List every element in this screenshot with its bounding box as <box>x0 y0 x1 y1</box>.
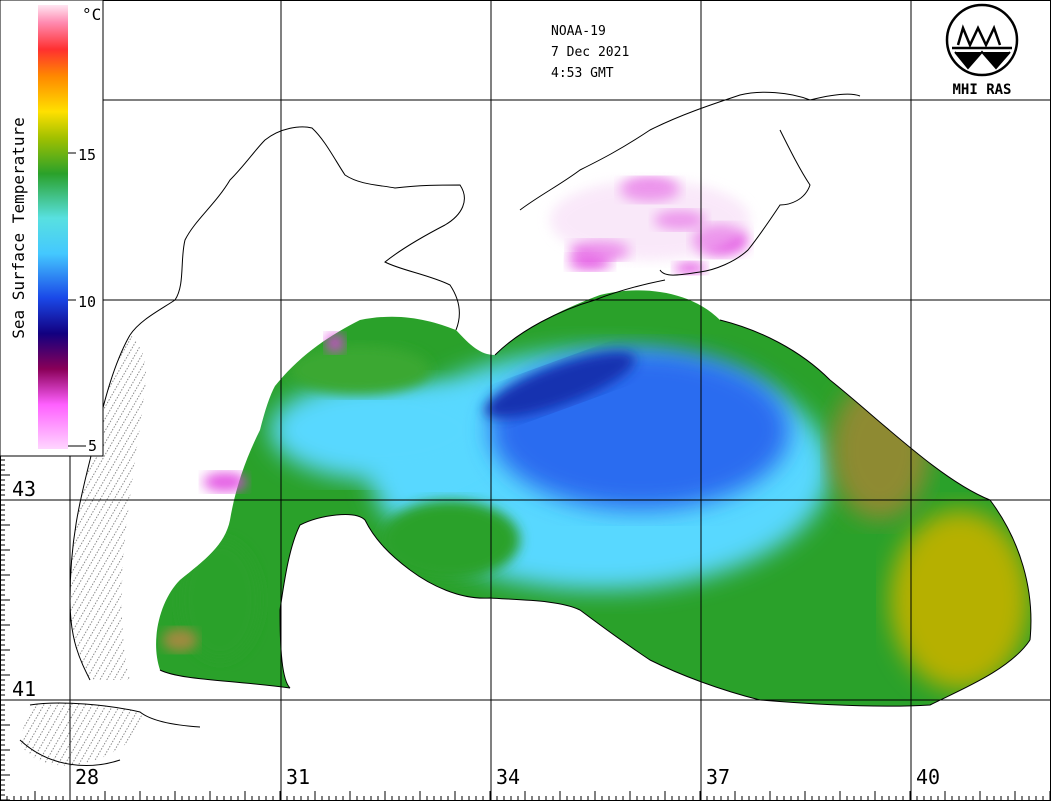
lat-label-43: 43 <box>12 477 36 501</box>
legend-title: Sea Surface Temperature <box>9 117 28 339</box>
sst-cool-west <box>270 380 490 480</box>
lon-label-31: 31 <box>286 765 310 789</box>
legend-tick-5: 5 <box>88 437 97 455</box>
header: NOAA-19 7 Dec 2021 4:53 GMT <box>551 24 629 81</box>
logo-text: MHI RAS <box>952 82 1011 98</box>
sst-green-southwest <box>380 500 520 580</box>
lon-label-37: 37 <box>706 765 730 789</box>
legend-colorbar <box>38 5 68 449</box>
legend-tick-15: 15 <box>78 146 96 164</box>
latitude-labels: 43 41 <box>12 477 36 701</box>
longitude-labels: 28 31 34 37 40 <box>75 765 940 789</box>
mhi-ras-logo: MHI RAS <box>945 3 1019 98</box>
sst-field <box>156 178 1031 707</box>
logo-wave-bottom <box>954 50 1011 70</box>
legend-unit: °C <box>82 5 101 24</box>
legend: Sea Surface Temperature °C 15 10 5 <box>0 0 104 457</box>
sst-green-northwest <box>290 345 430 395</box>
hatched-marmara <box>20 702 142 766</box>
sst-warm-northeast <box>830 380 930 520</box>
legend-tick-10: 10 <box>78 293 96 311</box>
sst-cold-front <box>484 351 636 419</box>
lon-label-28: 28 <box>75 765 99 789</box>
acquisition-time: 4:53 GMT <box>551 66 614 81</box>
sst-green-bosporus <box>180 540 260 660</box>
sst-warm-coastal <box>162 628 198 652</box>
lat-label-41: 41 <box>12 677 36 701</box>
acquisition-date: 7 Dec 2021 <box>551 45 629 60</box>
logo-ring <box>945 3 1019 77</box>
satellite-name: NOAA-19 <box>551 24 606 39</box>
lon-label-34: 34 <box>496 765 520 789</box>
hatched-shelf <box>70 335 147 680</box>
sst-warm-east <box>890 510 1030 690</box>
azov-sea <box>550 180 750 260</box>
lon-label-40: 40 <box>916 765 940 789</box>
logo-wave-top <box>956 24 1002 49</box>
